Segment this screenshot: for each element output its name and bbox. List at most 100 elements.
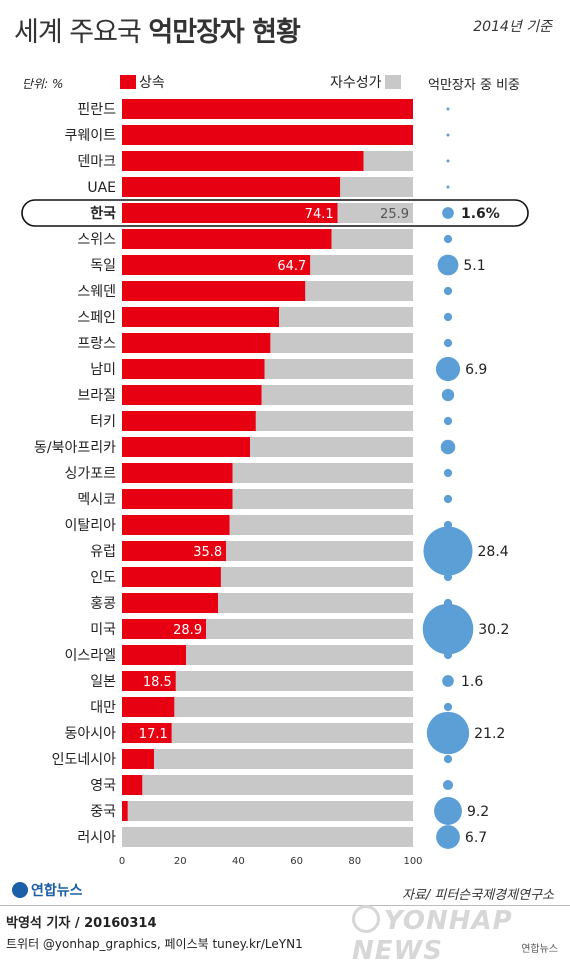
category-label: 동아시아 xyxy=(64,726,116,742)
bar-inherit xyxy=(122,567,221,587)
share-bubble xyxy=(446,185,450,189)
share-bubble xyxy=(440,439,456,455)
category-label: 쿠웨이트 xyxy=(64,128,116,144)
share-bubble xyxy=(441,388,455,402)
category-label: 홍콩 xyxy=(90,596,116,612)
share-bubble xyxy=(423,526,473,576)
category-label: 동/북아프리카 xyxy=(34,440,116,456)
bar-inherit xyxy=(122,229,332,249)
inherit-value-label: 18.5 xyxy=(143,675,172,690)
category-label: 한국 xyxy=(90,206,116,222)
category-label: 독일 xyxy=(90,258,116,274)
bar-inherit xyxy=(122,463,233,483)
category-label: 싱가포르 xyxy=(64,466,116,482)
bar-inherit xyxy=(122,203,338,223)
bar-self-made xyxy=(232,489,413,509)
reporter-line: 박영석 기자 / 20160314 xyxy=(6,916,157,931)
bar-inherit xyxy=(122,645,187,665)
bar-inherit xyxy=(122,801,128,821)
legend-inherit: 상속 xyxy=(120,72,165,92)
bar-inherit xyxy=(122,411,256,431)
bar-inherit xyxy=(122,593,219,613)
footer-divider xyxy=(0,905,570,906)
share-value-label: 1.6% xyxy=(461,206,500,222)
x-tick-label: 60 xyxy=(290,856,303,867)
credit: 연합뉴스 xyxy=(521,944,558,955)
bar-self-made xyxy=(310,255,413,275)
category-label: 터키 xyxy=(90,414,116,430)
share-bubble xyxy=(446,107,450,111)
category-label: 중국 xyxy=(90,804,116,820)
legend-self-made-label: 자수성가 xyxy=(330,75,382,91)
bar-inherit xyxy=(122,697,175,717)
bar-self-made xyxy=(363,151,413,171)
share-bubble xyxy=(443,312,453,322)
bar-self-made xyxy=(250,437,413,457)
bar-inherit xyxy=(122,541,227,561)
share-value-label: 5.1 xyxy=(463,258,485,274)
share-column-title: 억만장자 중 비중 xyxy=(428,78,520,93)
bar-self-made xyxy=(154,749,413,769)
share-value-label: 28.4 xyxy=(478,544,509,560)
inherit-value-label: 35.8 xyxy=(193,545,222,560)
bar-self-made xyxy=(261,385,413,405)
unit-label: 단위: % xyxy=(22,77,64,91)
bar-inherit xyxy=(122,671,176,691)
x-tick-label: 40 xyxy=(232,856,245,867)
title-bold: 억만장자 현황 xyxy=(148,17,300,48)
x-tick-label: 100 xyxy=(403,856,422,867)
legend-self-made-swatch xyxy=(384,75,401,89)
share-bubble xyxy=(446,159,450,163)
bar-inherit xyxy=(122,515,230,535)
bar-inherit xyxy=(122,619,207,639)
reference-date: 2014년 기준 xyxy=(473,19,552,35)
inherit-value-label: 74.1 xyxy=(305,207,334,222)
bar-inherit xyxy=(122,489,233,509)
x-tick-label: 80 xyxy=(348,856,361,867)
category-label: 러시아 xyxy=(77,830,116,846)
category-label: 이스라엘 xyxy=(64,648,116,664)
share-bubble xyxy=(435,356,461,382)
inherit-value-label: 64.7 xyxy=(277,259,306,274)
bar-self-made xyxy=(270,333,413,353)
title-light: 세계 주요국 xyxy=(14,17,142,48)
bar-inherit xyxy=(122,99,413,119)
category-label: 덴마크 xyxy=(77,154,116,170)
bar-self-made xyxy=(340,177,413,197)
bar-self-made xyxy=(127,801,413,821)
bar-inherit xyxy=(122,437,251,457)
yonhap-logo: 연합뉴스 xyxy=(12,880,83,900)
watermark-mark-icon xyxy=(352,905,380,933)
bar-self-made xyxy=(186,645,413,665)
category-label: 일본 xyxy=(90,674,116,690)
bar-self-made xyxy=(229,515,413,535)
share-bubble xyxy=(443,468,453,478)
share-bubble xyxy=(443,650,453,660)
share-value-label: 21.2 xyxy=(474,726,505,742)
category-label: UAE xyxy=(87,180,116,196)
highlight-outline xyxy=(21,199,529,227)
category-label: 멕시코 xyxy=(77,492,116,508)
bar-inherit xyxy=(122,749,155,769)
logo-text: 연합뉴스 xyxy=(31,883,83,899)
share-bubble xyxy=(437,254,459,276)
share-value-label: 6.9 xyxy=(465,362,487,378)
bar-inherit xyxy=(122,177,341,197)
chart-title: 세계 주요국 억만장자 현황 xyxy=(14,10,301,49)
share-bubble xyxy=(443,754,453,764)
category-label: 남미 xyxy=(90,362,116,378)
watermark: YONHAP NEWS xyxy=(352,905,570,966)
share-bubble xyxy=(426,711,470,755)
bar-self-made xyxy=(264,359,413,379)
bar-self-made xyxy=(305,281,413,301)
share-bubble xyxy=(446,133,450,137)
category-label: 핀란드 xyxy=(77,102,116,118)
x-tick-label: 20 xyxy=(174,856,187,867)
globe-icon xyxy=(12,882,28,898)
bar-inherit xyxy=(122,255,311,275)
share-value-label: 1.6 xyxy=(461,674,483,690)
bar-self-made xyxy=(122,827,413,847)
bar-self-made xyxy=(331,229,413,249)
legend-inherit-swatch xyxy=(120,75,136,89)
category-label: 인도 xyxy=(90,570,116,586)
